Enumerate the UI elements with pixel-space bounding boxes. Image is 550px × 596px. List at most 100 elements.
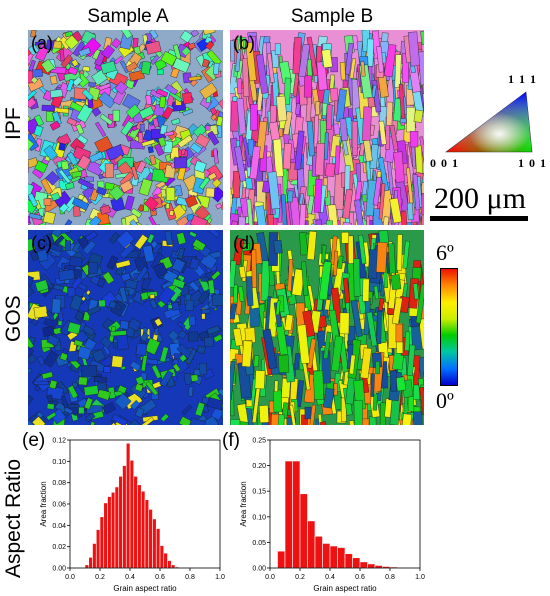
grain	[210, 113, 218, 121]
grain	[102, 402, 116, 415]
grain	[177, 134, 193, 149]
grain	[78, 47, 92, 58]
grain	[168, 91, 183, 103]
grain	[394, 54, 402, 88]
grain	[119, 286, 128, 303]
grain	[88, 215, 102, 225]
histogram-bar	[152, 518, 157, 569]
grain	[119, 243, 136, 259]
grain	[125, 61, 138, 73]
grain	[51, 298, 62, 314]
grain	[106, 255, 119, 270]
grain	[304, 220, 310, 225]
grain	[58, 169, 71, 184]
grain	[230, 419, 241, 425]
grain	[232, 237, 245, 266]
histogram-bar	[133, 475, 138, 569]
grain	[315, 219, 326, 225]
grain	[207, 172, 217, 181]
grain	[92, 48, 101, 60]
grain	[234, 146, 247, 182]
grain	[149, 298, 158, 310]
grain	[339, 312, 350, 335]
grain	[256, 54, 269, 94]
grain	[159, 346, 169, 363]
grain	[64, 240, 71, 251]
histogram-bar	[292, 460, 301, 569]
grain	[49, 379, 58, 390]
grain	[390, 274, 402, 290]
grain	[183, 372, 193, 385]
histogram-bar	[155, 528, 161, 569]
x-tick-label: 0.8	[185, 574, 195, 581]
grain	[309, 404, 317, 425]
grain	[171, 258, 186, 273]
grain	[134, 383, 144, 392]
grain	[415, 283, 424, 324]
histogram-bar	[103, 502, 108, 569]
grain	[177, 321, 186, 329]
grain	[376, 242, 388, 273]
x-tick-label: 0.2	[95, 574, 105, 581]
grain	[73, 206, 81, 217]
grain	[197, 290, 210, 304]
grain	[67, 287, 76, 298]
grain	[376, 311, 382, 344]
grain	[151, 364, 162, 379]
grain	[155, 88, 169, 98]
histogram-bar	[118, 475, 123, 569]
grain	[140, 332, 150, 342]
grain	[65, 182, 75, 190]
grain	[398, 83, 406, 119]
grain	[28, 115, 31, 122]
grain	[329, 87, 339, 102]
histogram-bar	[110, 491, 116, 569]
grain	[190, 30, 200, 38]
grain	[221, 409, 223, 419]
grain	[46, 111, 54, 122]
grain	[179, 354, 188, 363]
x-axis-label: Grain aspect ratio	[113, 584, 177, 593]
grain	[378, 120, 387, 145]
grain	[181, 46, 191, 57]
histogram-bar	[367, 563, 376, 569]
grain	[59, 49, 65, 61]
grain	[283, 77, 292, 105]
x-tick-label: 0.4	[325, 574, 335, 581]
grain	[207, 130, 220, 146]
grain	[49, 120, 61, 131]
grain	[119, 320, 129, 330]
grain	[28, 238, 36, 254]
grain	[366, 311, 378, 347]
grain	[208, 230, 221, 238]
grain	[58, 202, 69, 214]
grain	[30, 318, 39, 326]
grain	[42, 325, 55, 337]
grain	[129, 360, 142, 372]
grain	[348, 420, 359, 425]
grain	[400, 413, 412, 425]
grain	[138, 132, 144, 144]
grain	[188, 231, 197, 238]
grain	[83, 397, 94, 410]
grain	[333, 250, 339, 276]
grain	[372, 176, 382, 206]
grain	[211, 178, 222, 189]
grain	[250, 104, 258, 131]
grain	[198, 176, 211, 190]
grain	[121, 30, 133, 40]
grain	[109, 232, 120, 244]
grain	[81, 88, 94, 101]
x-tick-label: 0.0	[265, 574, 275, 581]
grain	[77, 134, 89, 145]
grain	[233, 284, 238, 304]
grain	[202, 404, 210, 414]
grain	[128, 419, 141, 425]
grain	[317, 413, 325, 425]
grain	[245, 41, 257, 82]
grain	[71, 276, 83, 290]
grain	[108, 185, 125, 201]
grain	[407, 202, 414, 221]
grain	[33, 125, 44, 137]
grain	[209, 107, 218, 115]
